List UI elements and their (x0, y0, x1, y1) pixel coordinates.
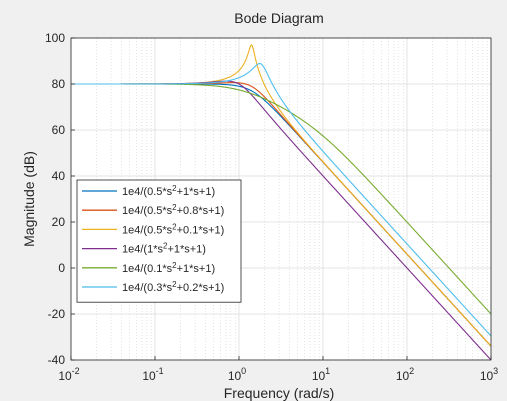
y-tick-label: 80 (52, 77, 66, 91)
x-tick-label: 10-1 (142, 366, 163, 383)
series-group (71, 44, 491, 360)
y-axis-ticks: 100 80 60 40 20 0 -20 -40 (45, 31, 75, 367)
legend: 1e4/(0.5*s2+1*s+1) 1e4/(0.5*s2+0.8*s+1) 1e… (76, 179, 242, 303)
legend-entry: 1e4/(0.5*s2+0.8*s+1) (122, 203, 224, 217)
legend-entry: 1e4/(0.5*s2+1*s+1) (122, 184, 215, 198)
chart-title: Bode Diagram (234, 10, 324, 26)
y-axis-label: Magnitude (dB) (21, 151, 37, 247)
legend-entry: 1e4/(0.5*s2+0.1*s+1) (122, 222, 224, 236)
y-tick-label: 60 (52, 123, 66, 137)
y-tick-label: 100 (45, 31, 65, 45)
legend-box (76, 179, 242, 303)
x-tick-label: 101 (312, 366, 330, 383)
x-axis-label: Frequency (rad/s) (224, 385, 334, 401)
plot-border (70, 37, 492, 361)
x-tick-label: 102 (396, 366, 414, 383)
y-tick-label: 40 (52, 169, 66, 183)
y-tick-label: 20 (52, 215, 66, 229)
legend-entry: 1e4/(0.1*s2+1*s+1) (122, 261, 215, 275)
series-line (71, 62, 491, 337)
x-axis-ticks: 10-2 10-1 100 101 102 103 (58, 356, 498, 383)
x-tick-label: 103 (480, 366, 498, 383)
y-tick-label: -40 (48, 353, 66, 367)
x-tick-label: 10-2 (58, 366, 79, 383)
legend-entry: 1e4/(1*s2+1*s+1) (122, 242, 206, 256)
legend-entry: 1e4/(0.3*s2+0.2*s+1) (122, 280, 224, 294)
y-tick-label: -20 (48, 307, 66, 321)
x-tick-label: 100 (228, 366, 246, 383)
y-tick-label: 0 (58, 261, 65, 275)
